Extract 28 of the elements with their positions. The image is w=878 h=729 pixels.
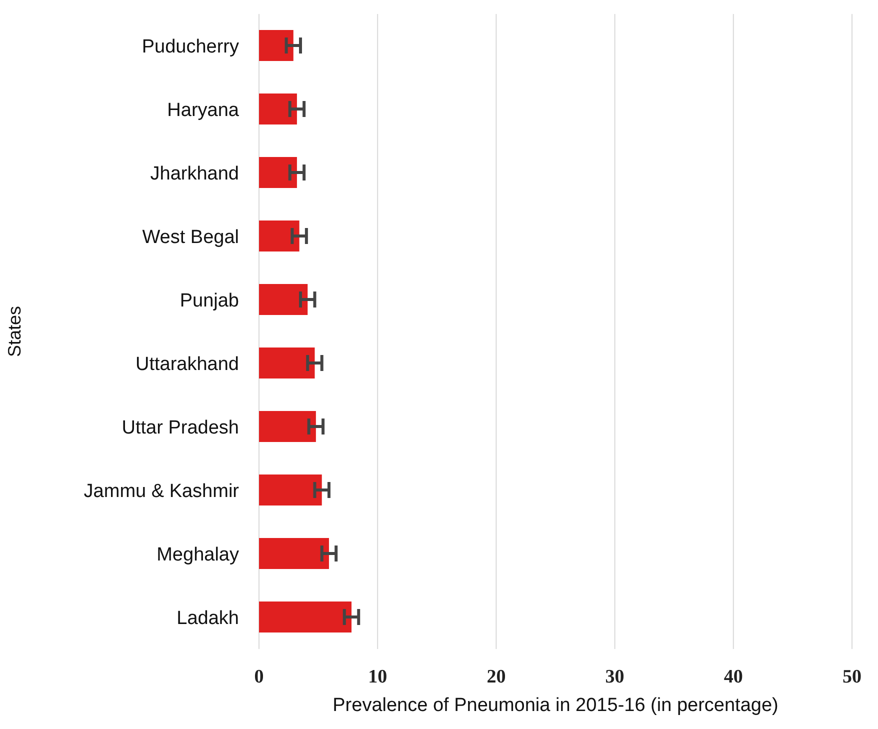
y-tick-label: Jammu & Kashmir <box>84 480 240 502</box>
bar <box>259 94 297 124</box>
y-axis-title: States <box>4 306 24 358</box>
y-tick-label: Ladakh <box>176 608 239 629</box>
bar <box>259 474 322 506</box>
x-tick-label: 40 <box>724 666 743 688</box>
y-tick-label: Punjab <box>180 290 239 312</box>
bar <box>259 220 300 252</box>
x-axis-title: Prevalence of Pneumonia in 2015-16 (in percentage) <box>332 695 778 716</box>
y-tick-label: West Begal <box>142 226 239 248</box>
bar <box>259 348 315 378</box>
x-tick-label: 50 <box>842 666 862 688</box>
bar <box>259 538 329 569</box>
x-tick-label: 20 <box>486 666 506 688</box>
bar <box>259 157 297 188</box>
bar <box>259 411 316 442</box>
bar <box>259 30 294 61</box>
y-tick-label: Haryana <box>167 100 240 121</box>
y-tick-label: Puducherry <box>142 36 240 58</box>
bar <box>259 602 352 632</box>
y-tick-label: Jharkhand <box>150 163 239 184</box>
y-tick-label: Uttarakhand <box>135 354 239 375</box>
x-tick-label: 10 <box>368 666 388 688</box>
y-tick-label: Meghalay <box>156 544 240 566</box>
x-tick-label: 0 <box>254 666 264 688</box>
bar <box>259 284 308 315</box>
y-tick-label: Uttar Pradesh <box>122 417 239 438</box>
x-tick-label: 30 <box>605 666 624 688</box>
